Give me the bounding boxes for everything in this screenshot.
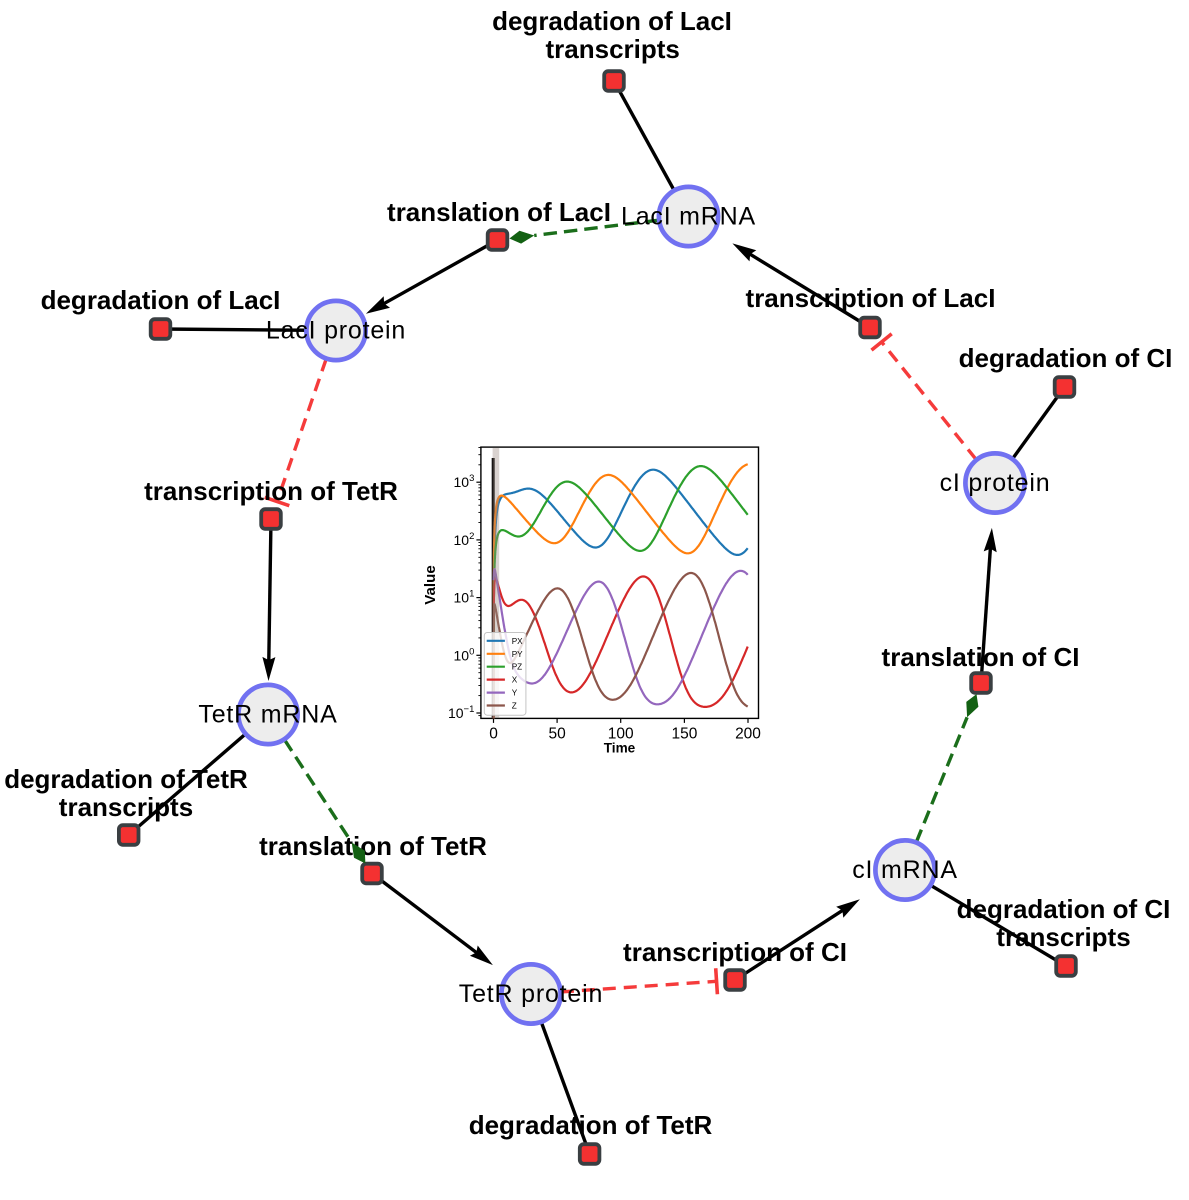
svg-text:degradation of CI: degradation of CI — [957, 894, 1171, 924]
svg-text:103: 103 — [454, 473, 475, 490]
svg-text:0: 0 — [489, 725, 498, 742]
svg-text:translation of CI: translation of CI — [882, 642, 1080, 672]
svg-text:Z: Z — [512, 702, 517, 711]
svg-text:PY: PY — [512, 650, 523, 659]
svg-text:TetR protein: TetR protein — [459, 980, 603, 1008]
svg-text:degradation of TetR: degradation of TetR — [469, 1110, 713, 1140]
svg-text:TetR mRNA: TetR mRNA — [198, 701, 337, 729]
svg-text:PZ: PZ — [512, 663, 522, 672]
svg-text:102: 102 — [454, 531, 475, 548]
svg-text:transcription of LacI: transcription of LacI — [746, 283, 996, 313]
svg-text:transcripts: transcripts — [59, 792, 193, 822]
svg-text:100: 100 — [608, 725, 634, 742]
svg-text:Time: Time — [604, 741, 636, 756]
svg-text:100: 100 — [454, 646, 475, 663]
svg-text:200: 200 — [735, 725, 761, 742]
svg-text:X: X — [512, 676, 518, 685]
svg-text:LacI mRNA: LacI mRNA — [621, 203, 756, 231]
svg-text:degradation of LacI: degradation of LacI — [492, 6, 732, 36]
svg-text:transcription of TetR: transcription of TetR — [144, 476, 398, 506]
svg-text:transcription of CI: transcription of CI — [623, 937, 847, 967]
svg-text:translation of LacI: translation of LacI — [387, 197, 611, 227]
svg-text:10−1: 10−1 — [448, 704, 474, 721]
svg-text:150: 150 — [671, 725, 697, 742]
svg-text:cI mRNA: cI mRNA — [852, 856, 958, 884]
svg-text:transcripts: transcripts — [996, 922, 1130, 952]
svg-text:Value: Value — [422, 565, 439, 604]
svg-text:Y: Y — [512, 689, 518, 698]
svg-text:cI protein: cI protein — [940, 469, 1051, 497]
svg-text:translation of TetR: translation of TetR — [259, 831, 487, 861]
svg-text:transcripts: transcripts — [546, 34, 680, 64]
svg-text:50: 50 — [548, 725, 566, 742]
svg-text:101: 101 — [454, 589, 475, 606]
svg-text:degradation of CI: degradation of CI — [959, 343, 1173, 373]
svg-text:degradation of LacI: degradation of LacI — [41, 285, 281, 315]
svg-text:LacI protein: LacI protein — [266, 317, 406, 345]
svg-text:degradation of TetR: degradation of TetR — [4, 764, 248, 794]
svg-text:PX: PX — [512, 637, 523, 646]
